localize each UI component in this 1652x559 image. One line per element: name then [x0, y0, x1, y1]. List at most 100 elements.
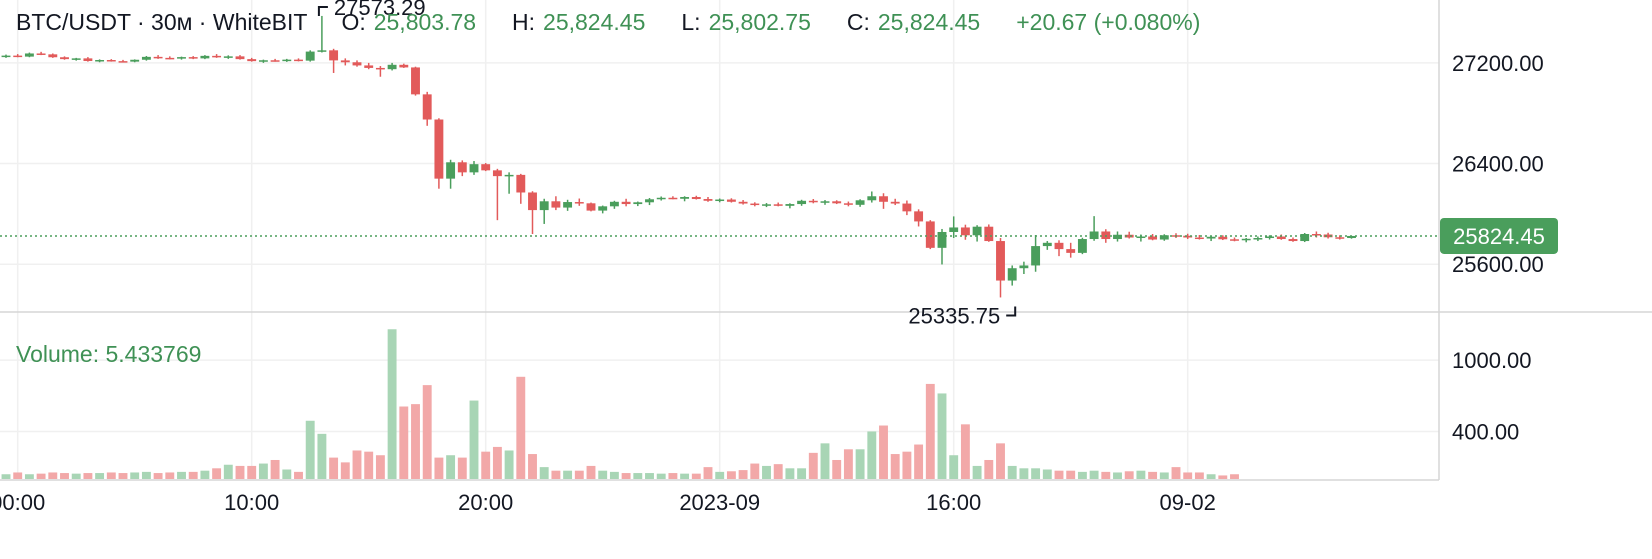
- candle: [960, 224, 970, 240]
- candle-body: [867, 196, 877, 201]
- candle-body: [808, 200, 818, 203]
- volume-bar: [633, 473, 643, 479]
- time-tick-label: 2023-09: [679, 490, 760, 515]
- candle: [1124, 231, 1134, 239]
- volume-bar: [1077, 471, 1087, 479]
- volume-bar: [223, 464, 233, 479]
- volume-bars: [1, 329, 1239, 479]
- candle-body: [317, 50, 327, 52]
- volume-bar: [36, 473, 46, 479]
- volume-bar: [118, 473, 128, 479]
- candle: [188, 56, 198, 60]
- high-key: H:: [512, 8, 536, 35]
- volume-bar: [282, 469, 292, 479]
- volume-bar: [972, 465, 982, 479]
- volume-bar: [773, 464, 783, 479]
- candle-body: [1, 55, 11, 58]
- candle-body: [481, 164, 491, 171]
- candle-body: [247, 59, 257, 62]
- candle: [1148, 234, 1158, 241]
- candle-body: [996, 241, 1005, 281]
- candle: [481, 163, 491, 172]
- candle-body: [925, 221, 935, 248]
- symbol-title: BTC/USDT · 30м · WhiteBIT: [16, 8, 308, 35]
- candle: [668, 196, 678, 200]
- volume-bar: [60, 473, 69, 479]
- candle-body: [1194, 237, 1204, 240]
- candle: [492, 168, 502, 221]
- candle: [247, 57, 257, 62]
- volume-bar: [1066, 470, 1076, 479]
- volume-bar: [668, 473, 678, 479]
- candle-body: [843, 203, 853, 205]
- volume-bar: [1, 474, 11, 479]
- candle-body: [165, 57, 175, 60]
- candle-body: [375, 67, 385, 70]
- candle: [83, 57, 93, 62]
- candle: [598, 205, 608, 214]
- open-key: O:: [341, 8, 366, 35]
- open-value: 25,803.78: [373, 8, 477, 35]
- candle-body: [1148, 236, 1158, 240]
- candle-body: [855, 200, 865, 205]
- volume-bar: [960, 424, 970, 479]
- candle: [317, 15, 327, 53]
- volume-bar: [434, 457, 444, 479]
- candle-body: [282, 59, 292, 62]
- candle-body: [1054, 242, 1064, 250]
- candle: [1230, 237, 1239, 242]
- candle-body: [1031, 246, 1041, 266]
- volume-bar: [212, 468, 222, 479]
- candle-body: [691, 197, 701, 200]
- candle-body: [633, 202, 643, 205]
- candle: [422, 91, 432, 126]
- volume-tick-label: 1000.00: [1452, 348, 1532, 373]
- candle: [680, 196, 690, 202]
- candle-body: [890, 201, 900, 204]
- volume-bar: [1159, 472, 1169, 479]
- volume-bar: [691, 473, 701, 479]
- volume-bar: [399, 406, 409, 479]
- candle-body: [937, 231, 947, 248]
- close-value: 25,824.45: [877, 8, 981, 35]
- candle: [177, 56, 186, 60]
- candle: [879, 193, 888, 209]
- volume-bar: [457, 457, 467, 479]
- candle-body: [539, 201, 549, 211]
- candle-body: [446, 162, 456, 179]
- low-annotation: 25335.75: [908, 303, 1017, 328]
- candle-body: [528, 192, 537, 211]
- candle-body: [1089, 231, 1099, 240]
- volume-bar: [1124, 471, 1134, 479]
- volume-bar: [247, 465, 257, 479]
- candle: [504, 172, 514, 194]
- volume-bar: [165, 472, 175, 479]
- candle-body: [153, 56, 163, 59]
- candle-body: [1124, 234, 1134, 238]
- volume-bar: [551, 470, 561, 479]
- candle: [212, 54, 222, 58]
- candle: [925, 220, 935, 250]
- volume-bar: [422, 385, 432, 479]
- candle-body: [715, 199, 725, 202]
- candle: [48, 53, 58, 58]
- volume-bar: [1054, 470, 1064, 479]
- volume-bar: [797, 468, 807, 479]
- low-key: L:: [681, 8, 701, 35]
- high-marker: [317, 5, 328, 16]
- volume-bar: [106, 472, 116, 479]
- candle-body: [36, 53, 46, 55]
- candle: [528, 191, 537, 234]
- candle: [24, 52, 34, 58]
- candle: [1300, 232, 1310, 243]
- candle-body: [1347, 235, 1356, 239]
- high-label: 27573.29: [334, 0, 426, 20]
- candle: [902, 200, 912, 216]
- candle-body: [1276, 236, 1286, 240]
- candle: [832, 200, 842, 205]
- volume-bar: [235, 465, 245, 479]
- candle: [855, 199, 865, 207]
- candle-body: [1206, 236, 1216, 239]
